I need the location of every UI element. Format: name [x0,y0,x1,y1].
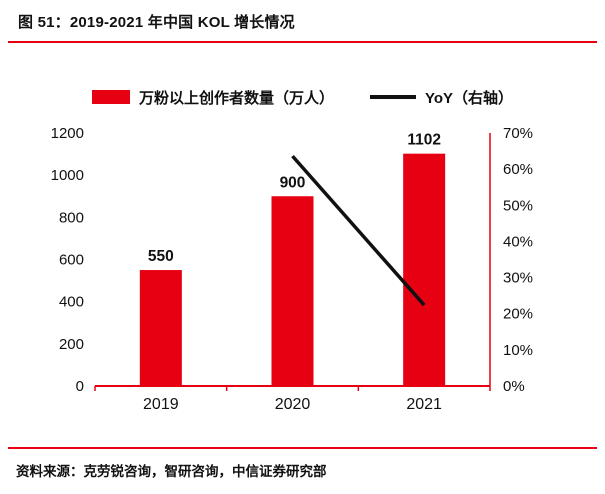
x-axis-category-label: 2020 [275,396,311,413]
legend-label-bars: 万粉以上创作者数量（万人） [138,89,334,107]
left-axis-tick-label: 200 [59,336,84,353]
right-axis-tick-label: 70% [503,125,533,142]
bar-value-label: 900 [280,174,306,191]
legend-item-yoy: YoY（右轴） [369,87,514,108]
x-axis-category-label: 2021 [406,396,442,413]
line-swatch-icon [369,95,416,99]
left-axis-tick-label: 1200 [51,125,84,142]
right-axis-tick-label: 50% [503,197,533,214]
bar-2019 [139,270,182,386]
bar-line-chart: 0 200 400 600 800 1000 1200 0% 10% 20% 30% 40% 50% 60… [51,125,533,413]
legend-item-bars: 万粉以上创作者数量（万人） [91,87,334,108]
right-axis-tick-label: 20% [503,306,533,323]
bottom-divider [8,447,597,449]
bar-2021 [403,153,446,386]
right-axis-tick-label: 0% [503,378,525,395]
bar-value-label: 1102 [407,132,441,149]
right-axis-tick-label: 60% [503,161,533,178]
left-axis-tick-label: 0 [76,378,84,395]
right-axis-tick-label: 10% [503,342,533,359]
left-axis-tick-label: 1000 [51,167,84,184]
left-axis-tick-label: 800 [59,209,84,226]
left-axis-tick-label: 600 [59,252,84,269]
x-axis-category-label: 2019 [143,396,179,413]
yoy-line [291,154,426,307]
top-divider [8,41,597,43]
right-axis-tick-label: 40% [503,233,533,250]
figure-title: 图 51：2019-2021 年中国 KOL 增长情况 [18,14,295,31]
right-axis-tick-label: 30% [503,270,533,287]
bar-2020 [271,196,314,386]
source-note: 资料来源：克劳锐咨询，智研咨询，中信证券研究部 [16,464,327,479]
legend-label-yoy: YoY（右轴） [424,89,514,107]
bar-swatch-icon [91,90,130,104]
bar-value-label: 550 [148,248,174,265]
chart-legend: 万粉以上创作者数量（万人） YoY（右轴） [0,87,605,107]
left-axis-tick-label: 400 [59,294,84,311]
